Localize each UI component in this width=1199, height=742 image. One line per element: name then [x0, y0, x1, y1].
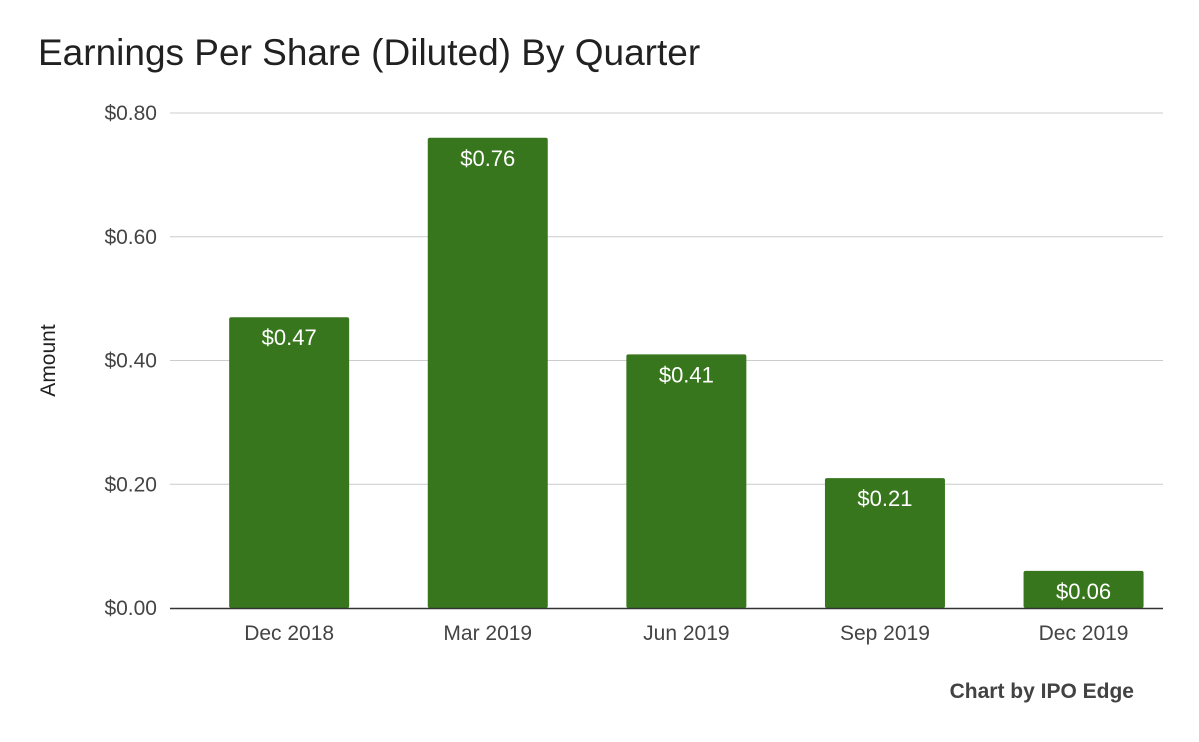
bar	[427, 137, 548, 608]
bar-data-labels: $0.47 $0.76 $0.41 $0.21 $0.06	[262, 146, 1111, 604]
bar	[1023, 570, 1144, 608]
chart-title: Earnings Per Share (Diluted) By Quarter	[38, 32, 701, 73]
bar-data-label: $0.41	[659, 362, 714, 387]
bar	[626, 354, 747, 608]
chart-credit: Chart by IPO Edge	[949, 680, 1134, 703]
bar-data-label: $0.47	[262, 325, 317, 350]
bars	[229, 137, 1144, 608]
y-tick-label: $0.60	[104, 226, 157, 249]
bar	[229, 317, 350, 608]
x-tick-label: Jun 2019	[643, 622, 729, 645]
y-tick-label: $0.20	[104, 473, 157, 496]
bar-data-label: $0.76	[460, 146, 515, 171]
y-tick-label: $0.40	[104, 350, 157, 373]
x-tick-label: Sep 2019	[840, 622, 930, 645]
y-axis-label: Amount	[37, 324, 60, 397]
y-tick-label: $0.00	[104, 597, 157, 620]
x-tick-label: Dec 2018	[244, 622, 334, 645]
y-axis-tick-labels: $0.00 $0.20 $0.40 $0.60 $0.80	[104, 102, 157, 620]
x-tick-label: Mar 2019	[443, 622, 532, 645]
x-axis-tick-labels: Dec 2018 Mar 2019 Jun 2019 Sep 2019 Dec 2019	[244, 622, 1128, 645]
y-tick-label: $0.80	[104, 102, 157, 125]
bar-data-label: $0.21	[857, 486, 912, 511]
x-tick-label: Dec 2019	[1039, 622, 1129, 645]
bar	[824, 478, 945, 608]
bar-data-label: $0.06	[1056, 579, 1111, 604]
